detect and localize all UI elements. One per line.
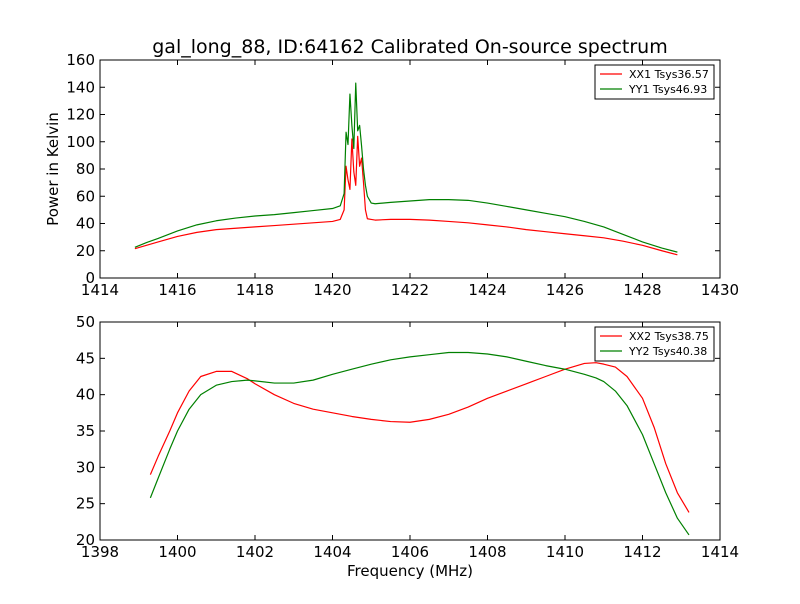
x-tick-label: 1414 [701, 543, 739, 561]
y-tick-label: 25 [76, 495, 95, 513]
y-tick-label: 20 [76, 242, 95, 260]
x-tick-label: 1404 [313, 543, 351, 561]
y-tick-label: 20 [76, 531, 95, 549]
y-tick-label: 80 [76, 160, 95, 178]
y-tick-label: 140 [66, 78, 95, 96]
x-tick-label: 1422 [391, 281, 429, 299]
y-tick-label: 60 [76, 187, 95, 205]
legend: XX2 Tsys38.75 YY2 Tsys40.38 [594, 326, 715, 362]
x-tick-label: 1420 [313, 281, 351, 299]
y-tick-label: 50 [76, 313, 95, 331]
legend-label-1: XX1 Tsys36.57 [629, 68, 709, 81]
x-tick-label: 1418 [236, 281, 274, 299]
legend-label-1: XX2 Tsys38.75 [629, 330, 709, 343]
series-line-2 [134, 82, 678, 253]
series-line-2 [149, 351, 690, 536]
x-tick-label: 1428 [623, 281, 661, 299]
series-line-1 [149, 362, 690, 513]
x-tick-label: 1408 [468, 543, 506, 561]
legend-label-2: YY2 Tsys40.38 [628, 345, 707, 358]
y-tick-label: 100 [66, 133, 95, 151]
x-tick-label: 1426 [546, 281, 584, 299]
legend-label-2: YY1 Tsys46.93 [628, 83, 707, 96]
series-line-1 [134, 135, 678, 256]
x-axis-label: Frequency (MHz) [347, 562, 473, 580]
x-tick-label: 1412 [623, 543, 661, 561]
x-tick-label: 1430 [701, 281, 739, 299]
y-tick-label: 160 [66, 51, 95, 69]
legend-box [594, 326, 715, 362]
y-tick-label: 35 [76, 422, 95, 440]
x-tick-label: 1402 [236, 543, 274, 561]
y-tick-label: 120 [66, 106, 95, 124]
y-tick-label: 40 [76, 215, 95, 233]
x-tick-label: 1414 [81, 281, 119, 299]
y-tick-label: 0 [85, 269, 95, 287]
y-tick-label: 30 [76, 458, 95, 476]
x-tick-label: 1410 [546, 543, 584, 561]
x-tick-label: 1424 [468, 281, 506, 299]
y-tick-label: 45 [76, 349, 95, 367]
x-tick-label: 1400 [158, 543, 196, 561]
bottom-panel: 1398 1400 1402 1404 1406 1408 1410 1412 1414 20 25… [76, 313, 739, 580]
legend: XX1 Tsys36.57 YY1 Tsys46.93 [594, 64, 715, 100]
legend-box [594, 64, 715, 100]
x-tick-label: 1398 [81, 543, 119, 561]
y-axis-label: Power in Kelvin [44, 112, 62, 226]
chart-title: gal_long_88, ID:64162 Calibrated On-sour… [152, 36, 667, 58]
top-panel: 1414 1416 1418 1420 1422 1424 1426 1428 1430 0 20 4… [44, 51, 739, 299]
x-tick-label: 1416 [158, 281, 196, 299]
y-tick-label: 40 [76, 386, 95, 404]
x-tick-label: 1406 [391, 543, 429, 561]
